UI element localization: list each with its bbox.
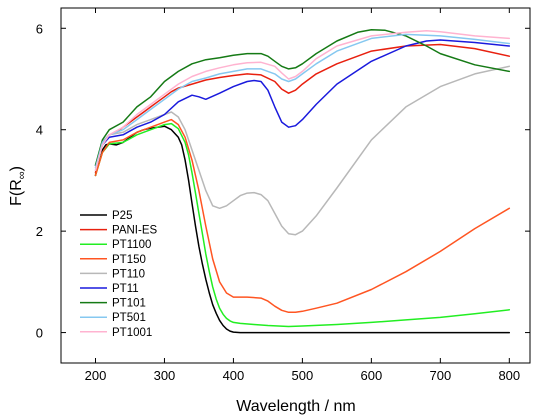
series-line-pt110 xyxy=(94,65,511,236)
x-tick-label: 300 xyxy=(154,368,176,383)
series-line-pt150 xyxy=(94,118,511,314)
legend-label: PT11 xyxy=(112,283,139,295)
x-tick-label: 700 xyxy=(429,368,451,383)
legend-label: PT1001 xyxy=(112,327,152,339)
legend-label: PANI-ES xyxy=(112,225,157,237)
series-line-pt501 xyxy=(94,33,511,169)
legend-label: PT501 xyxy=(112,312,146,324)
x-axis-title: Wavelength / nm xyxy=(236,398,355,415)
series-line-pt101 xyxy=(94,29,511,166)
x-tick-label: 500 xyxy=(292,368,314,383)
x-tick-label: 600 xyxy=(361,368,383,383)
y-axis-title: F(R∞) xyxy=(8,166,28,206)
series-line-pt11 xyxy=(94,39,511,166)
series-line-p25 xyxy=(94,125,511,334)
axis-ticks: 200 300 400 500 600 700 800 0 2 4 6 xyxy=(36,8,530,383)
y-tick-label: 4 xyxy=(36,123,43,138)
series-layer xyxy=(94,29,511,334)
legend-label: PT101 xyxy=(112,298,146,310)
y-axis-title-sub: ∞ xyxy=(16,171,28,179)
y-axis-title-close: ) xyxy=(8,166,25,171)
legend-label: PT150 xyxy=(112,254,146,266)
series-line-pt1001 xyxy=(94,30,511,172)
x-tick-label: 400 xyxy=(223,368,245,383)
plot-frame xyxy=(60,7,531,364)
y-axis-title-main: F(R xyxy=(8,179,25,206)
legend-label: PT110 xyxy=(112,268,145,280)
legend-label: PT1100 xyxy=(112,239,151,251)
series-line-pt1100 xyxy=(94,122,511,328)
legend-label: P25 xyxy=(112,210,132,222)
x-tick-label: 200 xyxy=(85,368,107,383)
y-tick-label: 0 xyxy=(36,326,43,341)
y-tick-label: 2 xyxy=(36,224,43,239)
x-tick-label: 800 xyxy=(498,368,520,383)
y-tick-label: 6 xyxy=(36,21,43,36)
legend: P25 PANI-ES PT1100 PT150 PT110 PT11 PT101 PT501… xyxy=(80,210,157,339)
